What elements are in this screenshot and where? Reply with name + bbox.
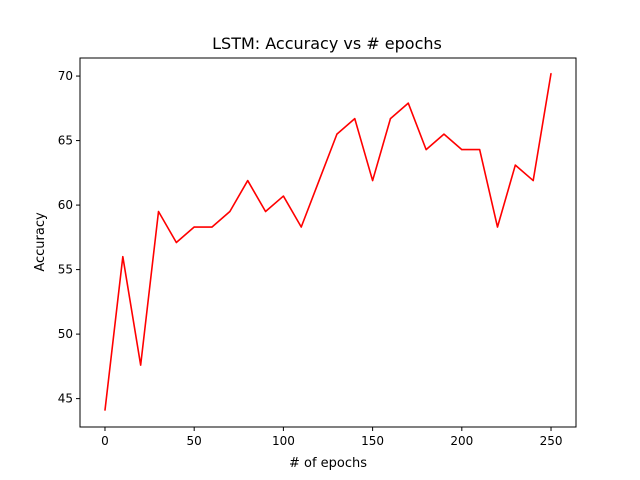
data-point	[211, 226, 213, 228]
data-point	[389, 118, 392, 120]
data-point	[461, 149, 463, 151]
data-point	[193, 226, 195, 228]
data-point	[264, 210, 267, 213]
data-point	[532, 179, 534, 182]
chart-title: LSTM: Accuracy vs # epochs	[212, 34, 442, 53]
data-point	[175, 241, 177, 244]
data-point	[336, 133, 338, 135]
y-tick-label: 45	[58, 392, 73, 406]
data-point	[354, 118, 356, 120]
x-tick-label: 50	[187, 434, 202, 448]
x-tick-label: 100	[272, 434, 295, 448]
y-tick-label: 65	[58, 134, 73, 148]
data-point	[372, 179, 374, 182]
data-point	[318, 179, 320, 182]
data-point	[247, 179, 249, 182]
axes-frame	[79, 57, 577, 428]
data-point	[479, 149, 481, 151]
y-tick-label: 50	[58, 327, 73, 341]
y-tick-label: 60	[58, 198, 73, 212]
data-point	[425, 149, 427, 151]
data-point	[229, 210, 231, 213]
y-axis-label: Accuracy	[33, 212, 48, 272]
x-tick-label: 200	[450, 434, 473, 448]
data-point	[514, 164, 516, 166]
data-point	[104, 409, 106, 411]
data-point	[496, 226, 499, 228]
x-axis-label: # of epochs	[289, 456, 367, 471]
y-tick-label: 55	[58, 263, 73, 277]
x-tick-label: 0	[101, 434, 109, 448]
data-point	[407, 102, 409, 104]
x-tick-label: 250	[540, 434, 563, 448]
series-layer	[104, 72, 552, 411]
data-point	[443, 133, 445, 135]
data-point	[122, 256, 124, 258]
data-point	[282, 195, 284, 197]
y-axis: 45 50 55 60 65 70	[58, 69, 80, 406]
accuracy-series-line	[104, 73, 552, 411]
data-point	[550, 72, 552, 75]
data-point	[140, 364, 142, 366]
data-point	[157, 210, 160, 213]
x-tick-label: 150	[361, 434, 384, 448]
x-axis: 0 50 100 150 200 250	[101, 427, 562, 448]
y-tick-label: 70	[58, 69, 73, 83]
data-point	[300, 226, 302, 228]
plot-area: 0 50 100 150 200 250 45 50 55 60 65 70	[58, 57, 577, 448]
